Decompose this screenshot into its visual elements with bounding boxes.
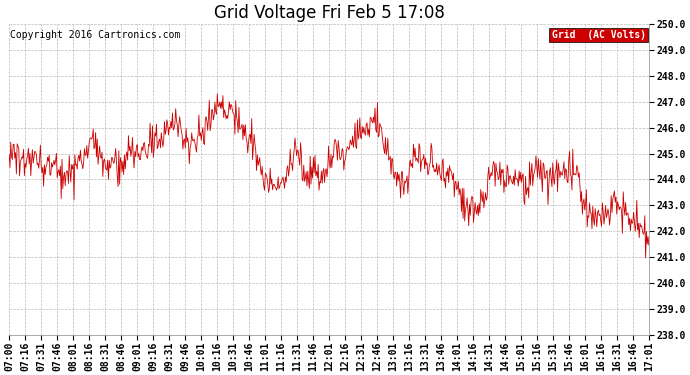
Text: Grid  (AC Volts): Grid (AC Volts) <box>551 30 646 40</box>
Title: Grid Voltage Fri Feb 5 17:08: Grid Voltage Fri Feb 5 17:08 <box>214 4 444 22</box>
Text: Copyright 2016 Cartronics.com: Copyright 2016 Cartronics.com <box>10 30 181 40</box>
